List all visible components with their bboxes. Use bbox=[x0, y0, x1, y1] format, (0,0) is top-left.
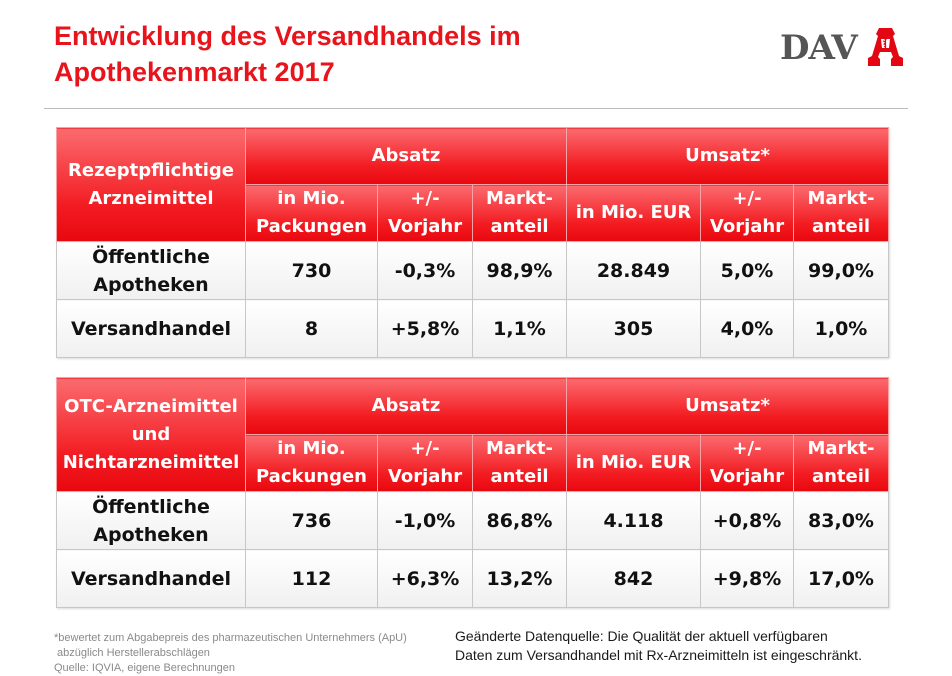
column-header: in Mio. Packungen bbox=[245, 184, 378, 242]
corner-line-2: und bbox=[131, 423, 171, 445]
table-cell: +9,8% bbox=[700, 549, 794, 608]
table-cell: -0,3% bbox=[377, 241, 473, 300]
table-row: Öffentliche Apotheken 730 -0,3% 98,9% 28.… bbox=[56, 241, 889, 300]
table-cell: 99,0% bbox=[793, 241, 889, 300]
source-line: Quelle: IQVIA, eigene Berechnungen bbox=[54, 662, 236, 674]
table-cell: 17,0% bbox=[793, 549, 889, 608]
corner-line-3: Nichtarzneimittel bbox=[62, 451, 240, 473]
table-cell: 13,2% bbox=[472, 549, 567, 608]
table-cell: 112 bbox=[245, 549, 378, 608]
table-cell: 842 bbox=[566, 549, 701, 608]
otc-table: OTC-Arzneimittel und Nichtarzneimittel A… bbox=[56, 377, 889, 608]
group-header-absatz: Absatz bbox=[245, 377, 567, 435]
row-label: Versandhandel bbox=[56, 549, 246, 608]
table-cell: 5,0% bbox=[700, 241, 794, 300]
row-label: Öffentliche Apotheken bbox=[56, 491, 246, 550]
note-line-1: Geänderte Datenquelle: Die Qualität der … bbox=[455, 628, 828, 644]
title-line-2: Apothekenmarkt 2017 bbox=[54, 57, 335, 87]
footnote: *bewertet zum Abgabepreis des pharmazeut… bbox=[54, 631, 407, 676]
column-header: in Mio. EUR bbox=[566, 184, 701, 242]
table-corner-header: OTC-Arzneimittel und Nichtarzneimittel bbox=[56, 377, 246, 492]
column-header: Markt-anteil bbox=[472, 184, 567, 242]
corner-line-2: Arzneimittel bbox=[88, 187, 214, 209]
table-cell: 1,0% bbox=[793, 299, 889, 358]
header-divider bbox=[44, 108, 908, 109]
table-cell: 736 bbox=[245, 491, 378, 550]
table-cell: +5,8% bbox=[377, 299, 473, 358]
rx-table: Rezeptpflichtige Arzneimittel Absatz Ums… bbox=[56, 127, 889, 358]
table-cell: +6,3% bbox=[377, 549, 473, 608]
row-label: Versandhandel bbox=[56, 299, 246, 358]
corner-line-1: OTC-Arzneimittel bbox=[64, 395, 238, 417]
column-header: +/- Vorjahr bbox=[700, 434, 794, 492]
footnote-line-1: *bewertet zum Abgabepreis des pharmazeut… bbox=[54, 632, 407, 644]
footnote-line-2: abzüglich Herstellerabschlägen bbox=[54, 647, 210, 659]
column-header: +/- Vorjahr bbox=[377, 184, 473, 242]
table-cell: +0,8% bbox=[700, 491, 794, 550]
table-cell: 4,0% bbox=[700, 299, 794, 358]
table-corner-header: Rezeptpflichtige Arzneimittel bbox=[56, 127, 246, 242]
table-cell: 4.118 bbox=[566, 491, 701, 550]
data-source-note: Geänderte Datenquelle: Die Qualität der … bbox=[455, 627, 935, 665]
column-header: in Mio. EUR bbox=[566, 434, 701, 492]
group-header-umsatz: Umsatz* bbox=[566, 377, 889, 435]
column-header: in Mio. Packungen bbox=[245, 434, 378, 492]
group-header-umsatz: Umsatz* bbox=[566, 127, 889, 185]
table-cell: 98,9% bbox=[472, 241, 567, 300]
column-header: +/- Vorjahr bbox=[700, 184, 794, 242]
row-label: Öffentliche Apotheken bbox=[56, 241, 246, 300]
column-header: +/- Vorjahr bbox=[377, 434, 473, 492]
column-header: Markt-anteil bbox=[472, 434, 567, 492]
table-cell: 83,0% bbox=[793, 491, 889, 550]
table-cell: 305 bbox=[566, 299, 701, 358]
table-row: Öffentliche Apotheken 736 -1,0% 86,8% 4.1… bbox=[56, 491, 889, 550]
table-cell: 8 bbox=[245, 299, 378, 358]
table-cell: 730 bbox=[245, 241, 378, 300]
table-cell: 1,1% bbox=[472, 299, 567, 358]
corner-line-1: Rezeptpflichtige bbox=[68, 159, 234, 181]
logo-text: DAV bbox=[780, 28, 858, 68]
note-line-2: Daten zum Versandhandel mit Rx-Arzneimit… bbox=[455, 647, 862, 663]
table-row: Versandhandel 8 +5,8% 1,1% 305 4,0% 1,0% bbox=[56, 299, 889, 358]
title-line-1: Entwicklung des Versandhandels im bbox=[54, 21, 521, 51]
table-row: Versandhandel 112 +6,3% 13,2% 842 +9,8% … bbox=[56, 549, 889, 608]
group-header-absatz: Absatz bbox=[245, 127, 567, 185]
table-cell: -1,0% bbox=[377, 491, 473, 550]
page-title: Entwicklung des Versandhandels im Apothe… bbox=[54, 18, 521, 90]
column-header: Markt-anteil bbox=[793, 434, 889, 492]
dav-logo: DAV bbox=[780, 26, 910, 70]
column-header: Markt-anteil bbox=[793, 184, 889, 242]
table-cell: 28.849 bbox=[566, 241, 701, 300]
apotheken-a-icon bbox=[867, 28, 903, 66]
table-cell: 86,8% bbox=[472, 491, 567, 550]
